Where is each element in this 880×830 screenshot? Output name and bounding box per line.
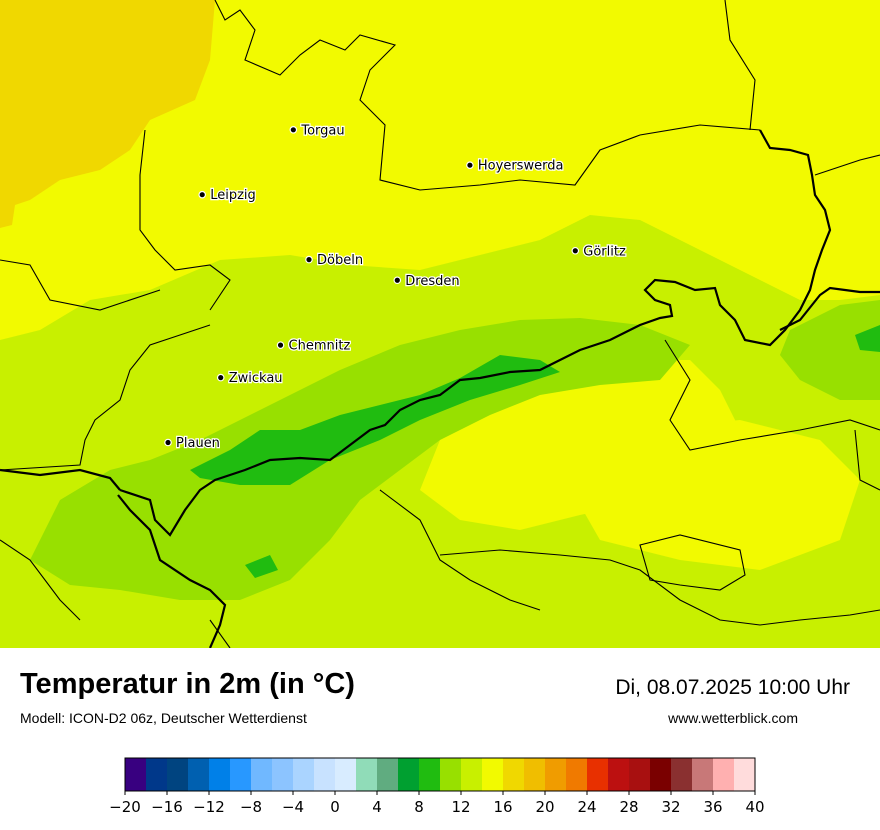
legend-tick-label: 32 <box>661 798 680 816</box>
legend-swatches <box>124 757 756 792</box>
city-dot <box>216 373 225 382</box>
map-footer: Temperatur in 2m (in °C) Modell: ICON-D2… <box>0 648 880 830</box>
cold-zone-ridge <box>190 355 560 485</box>
city-label: Dresden <box>405 274 459 289</box>
legend-swatch <box>692 758 714 791</box>
website-link[interactable]: www.wetterblick.com <box>668 710 798 726</box>
cold-zone-spot <box>245 555 278 578</box>
legend-swatch <box>356 758 378 791</box>
legend-swatch <box>671 758 693 791</box>
legend-swatch <box>230 758 252 791</box>
legend-swatch <box>377 758 399 791</box>
city-marker: Zwickau <box>216 370 284 387</box>
cool-zone-east <box>780 300 880 400</box>
legend-swatch <box>440 758 462 791</box>
legend-swatch <box>146 758 168 791</box>
legend-swatch <box>461 758 483 791</box>
warm-zone-northwest <box>0 0 215 210</box>
legend-swatch <box>524 758 546 791</box>
legend-swatch <box>566 758 588 791</box>
legend-swatch <box>419 758 441 791</box>
legend-tick-label: 0 <box>330 798 340 816</box>
legend-tick-label: 8 <box>414 798 424 816</box>
legend-swatch <box>293 758 315 791</box>
legend-swatch <box>125 758 147 791</box>
city-label: Hoyerswerda <box>478 159 564 174</box>
legend-swatch <box>650 758 672 791</box>
legend-swatch <box>545 758 567 791</box>
city-marker: Döbeln <box>305 252 364 269</box>
city-dot <box>393 276 402 285</box>
legend-tick-label: 20 <box>535 798 554 816</box>
city-marker: Hoyerswerda <box>466 157 565 175</box>
city-label: Görlitz <box>583 244 626 259</box>
legend-tick-label: −12 <box>193 798 225 816</box>
national-border <box>0 129 832 648</box>
legend-tick-label: 16 <box>493 798 512 816</box>
legend-swatch <box>188 758 210 791</box>
legend-tick-label: 24 <box>577 798 596 816</box>
city-marker: Dresden <box>393 273 461 290</box>
legend-swatch <box>314 758 336 791</box>
legend-swatch <box>335 758 357 791</box>
legend-swatch <box>503 758 525 791</box>
city-layer: Torgau Leipzig Hoyerswerda Görlitz Döbeln Dre… <box>164 122 627 452</box>
city-dot <box>305 255 313 264</box>
city-dot <box>289 126 298 134</box>
city-dot <box>164 438 172 447</box>
legend-swatch <box>629 758 651 791</box>
cool-zone-erzgebirge <box>30 318 690 600</box>
yellow-zone-east <box>560 420 860 570</box>
legend-tick-label: −20 <box>109 798 141 816</box>
warm-zone-patch <box>0 200 15 228</box>
legend-tick-label: 36 <box>703 798 722 816</box>
legend-swatch <box>398 758 420 791</box>
city-dot <box>198 190 207 199</box>
city-label: Plauen <box>176 436 220 451</box>
color-legend: −20 −16 −12 −8 −4 0 4 8 12 16 20 24 28 32 36 40 <box>109 757 765 816</box>
legend-swatch <box>251 758 273 791</box>
legend-swatch <box>608 758 630 791</box>
forecast-datetime: Di, 08.07.2025 10:00 Uhr <box>615 676 850 699</box>
cold-zone-east-spot <box>855 325 880 352</box>
city-dot <box>276 341 285 349</box>
national-border-east <box>779 286 880 331</box>
temperature-map: Torgau Leipzig Hoyerswerda Görlitz Döbeln Dre… <box>0 0 880 648</box>
model-info: Modell: ICON-D2 06z, Deutscher Wetterdie… <box>20 710 307 726</box>
legend-swatch <box>587 758 609 791</box>
city-marker: Leipzig <box>198 187 257 204</box>
city-marker: Plauen <box>164 435 221 452</box>
map-title: Temperatur in 2m (in °C) <box>20 668 355 700</box>
legend-frame <box>124 757 756 792</box>
city-marker: Görlitz <box>571 243 627 260</box>
city-label: Zwickau <box>229 371 283 386</box>
city-label: Döbeln <box>317 253 363 268</box>
legend-tick-label: 12 <box>451 798 470 816</box>
city-marker: Torgau <box>289 122 346 140</box>
city-label: Leipzig <box>210 188 256 203</box>
legend-swatch <box>713 758 735 791</box>
legend-tick-label: 40 <box>745 798 764 816</box>
legend-tick-label: 4 <box>372 798 382 816</box>
legend-tick-label: −8 <box>240 798 262 816</box>
city-dot <box>571 246 580 255</box>
city-label: Chemnitz <box>289 339 351 354</box>
legend-ticks: −20 −16 −12 −8 −4 0 4 8 12 16 20 24 28 32 36 40 <box>109 791 765 816</box>
city-dot <box>466 161 474 170</box>
city-marker: Chemnitz <box>276 337 352 355</box>
district-borders <box>0 0 880 648</box>
legend-tick-label: −4 <box>282 798 304 816</box>
legend-swatch <box>272 758 294 791</box>
legend-swatch <box>734 758 756 791</box>
legend-tick-label: −16 <box>151 798 183 816</box>
map-layer: Torgau Leipzig Hoyerswerda Görlitz Döbeln Dre… <box>0 0 880 648</box>
legend-swatch <box>482 758 504 791</box>
legend-swatch <box>167 758 189 791</box>
legend-swatch <box>209 758 231 791</box>
city-label: Torgau <box>300 123 344 138</box>
legend-tick-label: 28 <box>619 798 638 816</box>
